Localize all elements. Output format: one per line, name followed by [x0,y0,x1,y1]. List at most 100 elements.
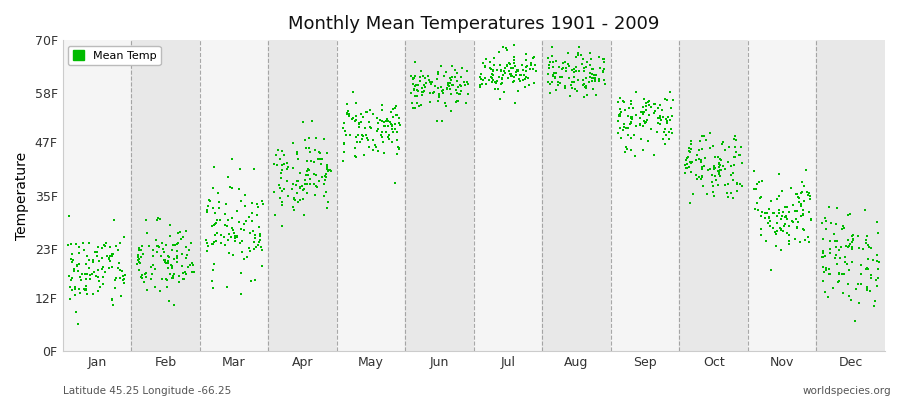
Point [103,252,117,259]
Point [709,177,724,184]
Point [238,203,252,209]
Point [613,113,627,119]
Point [115,273,130,280]
Point [769,231,783,237]
Point [65,287,79,294]
Point [526,66,540,72]
Point [237,226,251,233]
Point [789,225,804,232]
Point [79,271,94,278]
Point [774,226,788,232]
Point [500,62,515,69]
Point [245,200,259,206]
Point [612,113,626,119]
Point [176,276,191,282]
Point [774,213,788,220]
Point [680,165,695,172]
Point [139,270,153,276]
Point [347,145,362,151]
Point [771,210,786,216]
Point [613,106,627,112]
Point [684,160,698,166]
Point [610,118,625,124]
Point [790,208,805,214]
Point [760,210,774,216]
Point [818,289,832,296]
Point [247,246,261,252]
Point [546,64,561,70]
Point [682,144,697,151]
Bar [62,40,131,351]
Point [317,193,331,199]
Point [722,144,736,150]
Point [678,170,692,176]
Point [238,218,253,224]
Point [104,295,119,302]
Point [499,44,513,51]
Point [635,104,650,110]
Point [719,190,733,196]
Point [281,164,295,170]
Point [845,233,859,240]
Point [815,263,830,270]
Point [440,85,454,91]
Point [707,192,722,199]
Point [302,149,317,156]
Point [356,113,370,120]
Point [543,90,557,96]
Point [391,143,405,150]
Point [513,72,527,78]
Point [712,171,726,178]
Point [424,81,438,88]
Point [302,135,316,142]
Point [77,247,92,254]
Point [663,117,678,123]
Point [713,162,727,168]
Point [385,114,400,120]
Point [496,71,510,78]
Point [793,239,807,246]
Point [572,68,586,74]
Point [169,254,184,261]
Point [201,203,215,209]
Point [779,213,794,219]
Point [65,258,79,265]
Point [256,201,270,208]
Point [213,240,228,246]
Point [543,59,557,65]
Point [253,231,267,238]
Point [392,145,407,151]
Point [243,248,257,254]
Point [289,182,303,188]
Point [716,163,731,170]
Point [425,78,439,85]
Point [390,128,404,135]
Point [618,144,633,150]
Point [234,238,248,245]
Point [639,100,653,106]
Point [433,63,447,69]
Point [296,186,310,192]
Point [777,223,791,230]
Point [497,89,511,96]
Point [829,252,843,258]
Point [732,151,746,158]
Point [144,276,158,282]
Point [295,196,310,202]
Point [577,80,591,87]
Point [695,165,709,172]
Point [655,114,670,120]
Point [846,236,860,242]
Point [782,223,796,229]
Point [159,242,174,248]
Point [444,76,458,83]
Point [212,217,227,223]
Point [266,161,281,167]
Point [584,70,598,77]
Point [160,265,175,272]
Point [838,259,852,266]
Point [291,156,305,163]
Point [478,64,492,70]
Point [286,196,301,202]
Point [242,229,256,236]
